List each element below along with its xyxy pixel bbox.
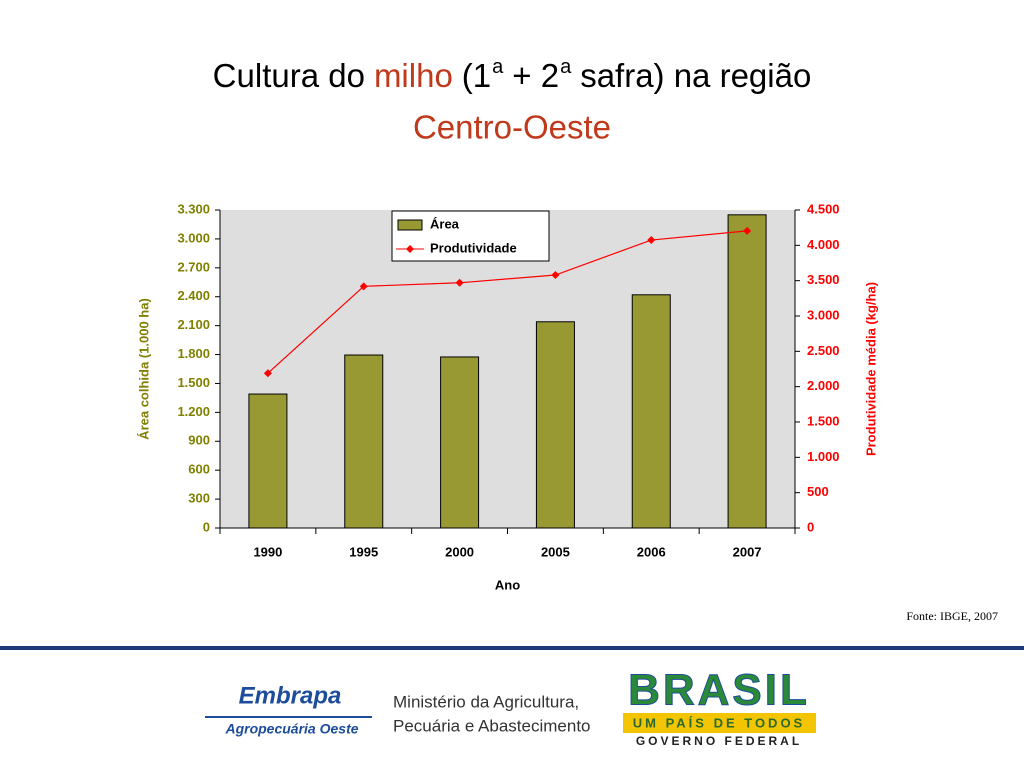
title-part: (1 bbox=[462, 57, 491, 94]
line bbox=[267, 230, 748, 374]
bar bbox=[631, 294, 671, 529]
y2-tick-label: 4.000 bbox=[807, 237, 840, 252]
title-part: + 2 bbox=[512, 57, 559, 94]
brasil-slogan: UM PAÍS DE TODOS bbox=[633, 715, 805, 730]
chart: 0 300 600 900 1.200 1.500 1.800 2.100 2.400 2.700… bbox=[136, 201, 878, 592]
embrapa-logo: Embrapa bbox=[239, 682, 342, 709]
x-tick-label: 1990 bbox=[253, 544, 282, 559]
bar bbox=[727, 214, 767, 529]
title: Cultura do milho (1a + 2a safra) na região bbox=[213, 56, 812, 93]
legend-swatch bbox=[406, 245, 414, 253]
bar bbox=[535, 321, 575, 529]
marker bbox=[359, 282, 368, 291]
y2-tick-label: 3.000 bbox=[807, 307, 840, 322]
x-axis-label: Ano bbox=[495, 577, 520, 592]
source: Fonte: IBGE, 2007 bbox=[906, 609, 998, 623]
y2-tick-label: 1.000 bbox=[807, 449, 840, 464]
legend-label: Produtividade bbox=[430, 240, 517, 255]
x-tick-label: 1995 bbox=[349, 544, 378, 559]
title-sup: a bbox=[492, 56, 504, 78]
plot-area bbox=[220, 210, 795, 528]
x-tick-label: 2007 bbox=[733, 544, 762, 559]
title-sup: a bbox=[560, 56, 572, 78]
y-tick-label: 2.700 bbox=[177, 259, 210, 274]
y2-axis-label: Produtividade média (kg/ha) bbox=[863, 282, 878, 456]
x-tick-label: 2005 bbox=[541, 544, 570, 559]
x-tick-label: 2006 bbox=[637, 544, 666, 559]
marker bbox=[551, 271, 560, 280]
y-tick-label: 300 bbox=[188, 491, 210, 506]
y-tick-label: 2.100 bbox=[177, 317, 210, 332]
title-line-2: Centro-Oeste bbox=[413, 109, 611, 146]
legend bbox=[391, 210, 550, 262]
y-tick-label: 3.000 bbox=[177, 230, 210, 245]
marker bbox=[743, 226, 752, 235]
y2-tick-label: 0 bbox=[807, 519, 814, 534]
y2-tick-label: 500 bbox=[807, 484, 829, 499]
y2-tick-label: 2.000 bbox=[807, 378, 840, 393]
government: GOVERNO FEDERAL bbox=[636, 734, 802, 748]
title-part: Cultura do bbox=[213, 57, 365, 94]
y-tick-label: 1.200 bbox=[177, 404, 210, 419]
y-tick-label: 3.300 bbox=[177, 201, 210, 216]
title-part: milho bbox=[374, 57, 453, 94]
y-tick-label: 1.800 bbox=[177, 346, 210, 361]
y-tick-label: 2.400 bbox=[177, 288, 210, 303]
legend-swatch bbox=[397, 219, 423, 231]
divider bbox=[0, 646, 1024, 650]
x-tick-label: 2000 bbox=[445, 544, 474, 559]
y2-tick-label: 4.500 bbox=[807, 201, 840, 216]
embrapa-unit: Agropecuária Oeste bbox=[224, 721, 358, 737]
slogan-bar bbox=[623, 713, 816, 733]
bar bbox=[344, 354, 384, 529]
marker bbox=[455, 278, 464, 287]
ministry: Pecuária e Abastecimento bbox=[393, 716, 591, 735]
y2-tick-label: 2.500 bbox=[807, 343, 840, 358]
y-tick-label: 0 bbox=[203, 519, 210, 534]
marker bbox=[647, 236, 656, 245]
bar bbox=[440, 356, 480, 529]
y2-tick-label: 1.500 bbox=[807, 413, 840, 428]
brasil-logo: BRASIL bbox=[628, 666, 810, 715]
bar bbox=[248, 393, 288, 529]
ministry: Ministério da Agricultura, bbox=[393, 692, 579, 711]
marker bbox=[263, 369, 272, 378]
y-tick-label: 1.500 bbox=[177, 375, 210, 390]
y2-tick-label: 3.500 bbox=[807, 272, 840, 287]
title-part: safra) na região bbox=[580, 57, 811, 94]
y-axis-label: Área colhida (1.000 ha) bbox=[136, 298, 151, 440]
y-tick-label: 900 bbox=[188, 433, 210, 448]
legend-label: Área bbox=[430, 216, 460, 231]
y-tick-label: 600 bbox=[188, 462, 210, 477]
